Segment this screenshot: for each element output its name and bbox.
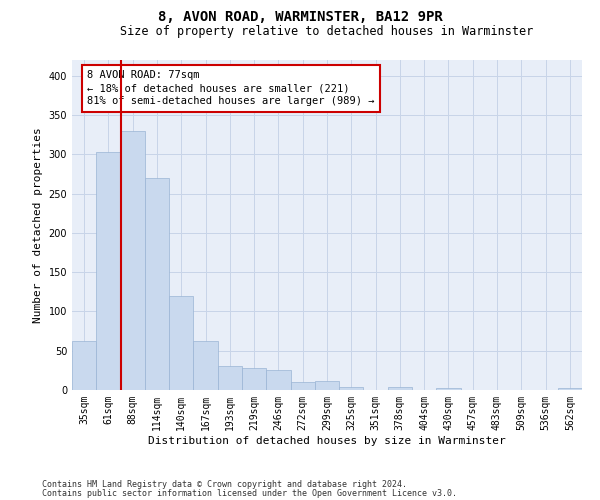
Bar xyxy=(388,387,412,390)
Bar xyxy=(96,152,121,390)
X-axis label: Distribution of detached houses by size in Warminster: Distribution of detached houses by size … xyxy=(148,436,506,446)
Bar xyxy=(315,380,339,390)
Bar xyxy=(72,342,96,390)
Bar xyxy=(266,370,290,390)
Bar xyxy=(436,388,461,390)
Bar xyxy=(218,366,242,390)
Bar xyxy=(242,368,266,390)
Bar xyxy=(339,387,364,390)
Bar xyxy=(169,296,193,390)
Text: Contains HM Land Registry data © Crown copyright and database right 2024.: Contains HM Land Registry data © Crown c… xyxy=(42,480,407,489)
Text: 8, AVON ROAD, WARMINSTER, BA12 9PR: 8, AVON ROAD, WARMINSTER, BA12 9PR xyxy=(158,10,442,24)
Title: Size of property relative to detached houses in Warminster: Size of property relative to detached ho… xyxy=(121,25,533,38)
Y-axis label: Number of detached properties: Number of detached properties xyxy=(33,127,43,323)
Bar xyxy=(145,178,169,390)
Bar xyxy=(558,388,582,390)
Text: Contains public sector information licensed under the Open Government Licence v3: Contains public sector information licen… xyxy=(42,488,457,498)
Bar xyxy=(193,340,218,390)
Bar xyxy=(121,130,145,390)
Bar xyxy=(290,382,315,390)
Text: 8 AVON ROAD: 77sqm
← 18% of detached houses are smaller (221)
81% of semi-detach: 8 AVON ROAD: 77sqm ← 18% of detached hou… xyxy=(88,70,375,106)
